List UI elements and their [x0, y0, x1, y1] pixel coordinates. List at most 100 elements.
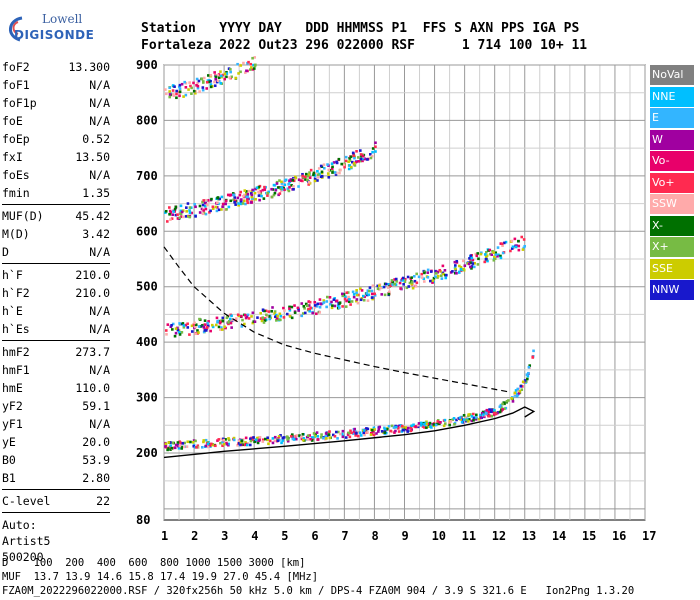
- echo-point: [300, 437, 304, 441]
- grid: [163, 64, 646, 520]
- echo-point: [190, 211, 193, 215]
- echo-point: [421, 425, 425, 428]
- echo-point: [230, 326, 233, 329]
- echo-point: [247, 60, 250, 64]
- echo-point: [221, 319, 225, 323]
- echo-point: [469, 261, 472, 265]
- echo-point: [246, 199, 249, 202]
- echo-point: [267, 190, 270, 194]
- echo-point: [186, 322, 189, 326]
- echo-point: [469, 413, 472, 416]
- legend-item: NNW: [650, 280, 694, 300]
- echo-point: [515, 244, 518, 247]
- echo-point: [237, 439, 241, 443]
- echo-point: [169, 444, 172, 447]
- echo-point: [195, 83, 198, 87]
- dashed-profile-line: [163, 246, 510, 393]
- echo-point: [196, 444, 200, 448]
- echo-point: [332, 298, 336, 301]
- echo-point: [426, 271, 430, 274]
- echo-point: [209, 209, 212, 213]
- x-tick-label: 11: [462, 529, 476, 543]
- echo-point: [256, 436, 259, 440]
- echo-point: [317, 167, 321, 170]
- echo-point: [194, 205, 197, 209]
- echo-point: [501, 244, 504, 247]
- echo-point: [429, 279, 432, 283]
- echo-point: [483, 413, 487, 417]
- echo-point: [227, 321, 230, 324]
- param-row: foF1p N/A: [2, 94, 110, 112]
- echo-point: [395, 280, 398, 283]
- x-tick-label: 10: [432, 529, 446, 543]
- echo-point: [347, 167, 351, 171]
- echo-point: [219, 328, 222, 331]
- muf-row: MUF 13.7 13.9 14.6 15.8 17.4 19.9 27.0 4…: [2, 571, 319, 583]
- echo-point: [360, 289, 364, 292]
- param-row: h`F 210.0: [2, 266, 110, 284]
- echo-point: [257, 190, 260, 194]
- echo-point: [498, 405, 502, 409]
- echo-point: [222, 438, 225, 442]
- echo-point: [472, 265, 476, 269]
- echo-point: [316, 169, 319, 173]
- echo-point: [315, 431, 319, 434]
- echo-point: [361, 154, 365, 158]
- echo-point: [485, 412, 488, 415]
- echo-point: [344, 159, 348, 163]
- param-row: foEp 0.52: [2, 130, 110, 148]
- echo-point: [230, 314, 233, 318]
- echo-point: [198, 204, 202, 208]
- echo-point: [344, 155, 348, 159]
- echo-point: [373, 292, 376, 296]
- logo-swirl-icon: [9, 16, 23, 42]
- echo-point: [246, 201, 250, 205]
- echo-point: [244, 202, 247, 206]
- echo-point: [403, 280, 407, 284]
- echo-point: [232, 198, 235, 202]
- echo-point: [217, 325, 221, 329]
- echo-point: [273, 310, 277, 313]
- echo-point: [196, 84, 200, 88]
- echo-point: [243, 193, 246, 197]
- echo-point: [164, 329, 168, 332]
- echo-point: [217, 438, 221, 441]
- echo-point: [349, 165, 353, 169]
- echo-point: [315, 305, 319, 308]
- echo-point: [342, 163, 346, 167]
- echo-point: [190, 92, 193, 95]
- echo-point: [233, 199, 237, 203]
- echo-point: [288, 314, 292, 318]
- echo-point: [297, 185, 300, 188]
- echo-point: [286, 438, 289, 441]
- echo-point: [477, 417, 481, 421]
- echo-point: [514, 389, 518, 392]
- echo-point: [348, 164, 352, 167]
- param-value: 273.7: [75, 345, 110, 359]
- echo-point: [170, 217, 174, 220]
- echo-point: [361, 156, 365, 159]
- echo-point: [334, 430, 338, 434]
- echo-point: [289, 435, 293, 438]
- echo-point: [384, 282, 388, 286]
- echo-point: [261, 316, 265, 319]
- echo-point: [213, 71, 216, 74]
- echo-point: [340, 432, 344, 436]
- echo-point: [273, 312, 276, 315]
- echo-point: [422, 422, 426, 426]
- echo-point: [390, 430, 394, 433]
- echo-point: [189, 84, 192, 88]
- echo-point: [168, 445, 172, 449]
- echo-point: [439, 274, 443, 278]
- echo-point: [414, 425, 417, 429]
- echo-point: [248, 443, 252, 447]
- x-tick-label: 13: [522, 529, 536, 543]
- auto-version: 500200: [2, 550, 44, 564]
- echo-point: [357, 156, 360, 159]
- echo-point: [513, 237, 517, 241]
- echo-point: [333, 297, 336, 300]
- echo-point: [486, 259, 489, 263]
- echo-point: [239, 202, 243, 206]
- echo-point: [239, 441, 243, 444]
- echo-point: [475, 254, 479, 258]
